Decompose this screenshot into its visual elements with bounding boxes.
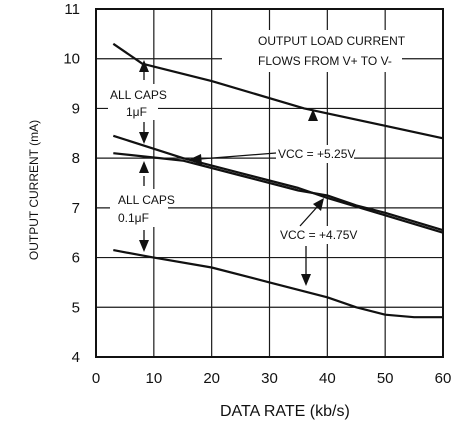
arrow-up-load-current [308, 109, 318, 121]
annotation-01uf: 0.1μF [118, 211, 149, 225]
plot-frame [95, 8, 444, 358]
arrow-up-01uf [139, 161, 149, 173]
arrow-down-01uf [139, 240, 149, 252]
arrow-down-1uf [139, 132, 149, 144]
y-tick-label: 4 [72, 349, 80, 366]
x-axis-label: DATA RATE (kb/s) [220, 403, 350, 420]
series-line-4 [113, 249, 443, 319]
annotations: OUTPUT LOAD CURRENT FLOWS FROM V+ TO V- … [108, 30, 406, 244]
x-tick-label: 10 [145, 370, 162, 387]
arrow-vcc-475-upper [313, 198, 324, 211]
annotation-vcc-525: VCC = +5.25V [278, 147, 355, 161]
series-lines [112, 42, 444, 319]
x-tick-label: 0 [92, 370, 100, 387]
y-tick-label: 6 [72, 250, 80, 267]
x-tick-label: 40 [319, 370, 336, 387]
annotation-all-caps-1uf: ALL CAPS [110, 88, 167, 102]
leader-vcc-525 [199, 152, 277, 160]
y-tick-label: 5 [72, 299, 80, 316]
y-tick-label: 11 [64, 1, 80, 18]
x-tick-label: 60 [435, 370, 452, 387]
series-line-2 [112, 134, 444, 234]
arrow-vcc-525 [188, 154, 202, 165]
y-tick-label: 7 [72, 200, 80, 217]
arrow-up-1uf [139, 60, 149, 72]
y-tick-label: 9 [72, 100, 80, 117]
annotation-1uf: 1μF [126, 105, 147, 119]
annotation-vcc-475: VCC = +4.75V [280, 228, 357, 242]
arrow-vcc-475-lower [301, 274, 311, 286]
leader-vcc-475-upper [299, 205, 319, 227]
series-line-1 [112, 42, 444, 140]
y-axis-label: OUTPUT CURRENT (mA) [27, 120, 41, 260]
annotation-load-current-2: FLOWS FROM V+ TO V- [258, 54, 392, 68]
annotation-arrows [139, 60, 324, 286]
x-tick-label: 30 [261, 370, 278, 387]
annotation-load-current-1: OUTPUT LOAD CURRENT [258, 34, 406, 48]
x-tick-label: 50 [377, 370, 394, 387]
annotation-all-caps-01uf: ALL CAPS [118, 193, 175, 207]
x-tick-label: 20 [203, 370, 220, 387]
y-tick-label: 10 [63, 51, 80, 68]
y-tick-label: 8 [72, 150, 80, 167]
tick-labels: 0 10 20 30 40 50 60 4 5 6 7 8 9 10 11 [63, 1, 451, 387]
series-line-3 [113, 152, 444, 232]
